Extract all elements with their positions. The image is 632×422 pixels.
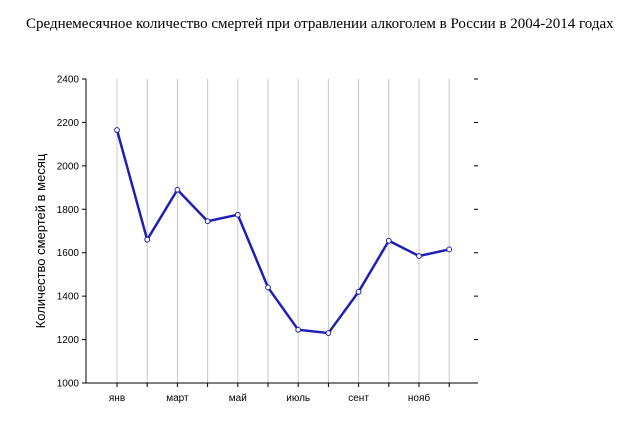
x-tick-label: сент <box>348 393 369 404</box>
data-point <box>174 186 181 193</box>
axes <box>85 79 478 384</box>
x-tick-label: янв <box>109 393 125 404</box>
data-point <box>234 211 241 218</box>
y-tick-label: 1000 <box>57 379 80 390</box>
data-point <box>416 253 422 259</box>
data-point <box>385 237 392 244</box>
y-tick-label: 1400 <box>57 292 80 303</box>
data-point <box>295 326 302 333</box>
data-point <box>144 236 151 243</box>
series-line <box>115 129 450 335</box>
y-tick-label: 2200 <box>57 118 80 129</box>
x-tick-label: май <box>229 393 247 404</box>
y-tick-label: 2000 <box>57 161 80 172</box>
chart-title: Среднемесячное количество смертей при от… <box>26 16 614 32</box>
data-point <box>325 330 332 336</box>
y-tick-label: 1600 <box>57 248 80 259</box>
y-ticks: 1000 1200 1400 1600 1800 2000 2200 2400 <box>57 75 478 390</box>
data-point <box>446 246 453 253</box>
y-tick-label: 1800 <box>57 205 80 216</box>
y-tick-label: 1200 <box>57 335 80 346</box>
data-point <box>114 127 120 133</box>
data-point <box>204 218 211 225</box>
x-tick-label: июль <box>286 393 310 404</box>
x-tick-label: март <box>166 393 189 404</box>
y-tick-label: 2400 <box>57 75 80 86</box>
data-points <box>114 127 453 336</box>
y-axis-label: Количество смертей в месяц <box>33 153 48 328</box>
data-point <box>355 288 362 295</box>
x-tick-label: нояб <box>408 392 430 404</box>
x-ticks: янв март май июль сент нояб <box>109 383 450 404</box>
data-point <box>265 284 271 291</box>
grid-lines <box>116 79 450 383</box>
